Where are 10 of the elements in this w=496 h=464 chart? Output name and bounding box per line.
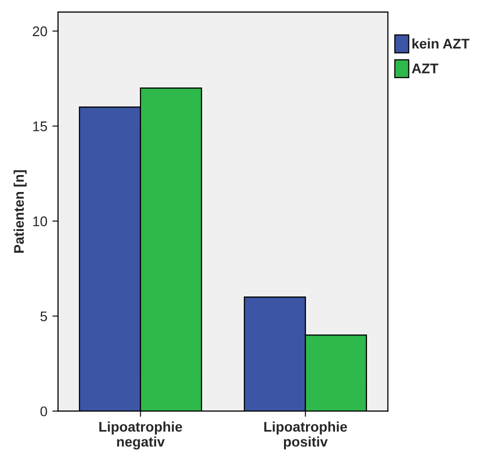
legend-label: kein AZT — [412, 38, 470, 49]
x-tick-label: Lipoatrophie positiv — [264, 422, 347, 450]
y-tick-label: 10 — [33, 216, 48, 226]
y-axis-title: Patienten [n] — [14, 170, 27, 253]
legend-label: AZT — [412, 64, 438, 74]
y-tick-label: 20 — [32, 26, 48, 36]
x-tick-label: Lipoatrophie negativ — [99, 422, 182, 450]
y-tick-label: 15 — [33, 122, 48, 132]
y-tick-label: 0 — [40, 406, 48, 416]
y-tick-label: 5 — [40, 312, 48, 322]
